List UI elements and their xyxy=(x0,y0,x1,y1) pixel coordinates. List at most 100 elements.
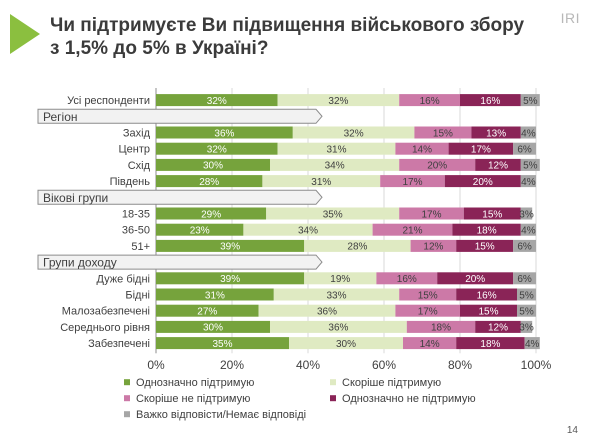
bar-segment xyxy=(399,94,460,107)
data-label: 28% xyxy=(199,177,219,188)
category-label: Дуже бідні xyxy=(96,273,150,285)
data-label: 31% xyxy=(326,145,346,156)
bar-segment xyxy=(372,223,453,236)
data-label: 18% xyxy=(431,323,451,334)
x-tick-label: 80% xyxy=(448,358,472,372)
bar-segment xyxy=(156,223,244,236)
bar-segment xyxy=(304,239,411,252)
bar-segment xyxy=(277,94,400,107)
data-label: 32% xyxy=(328,96,348,107)
bar-segment xyxy=(448,142,514,155)
group-header xyxy=(37,254,323,270)
data-label: 3% xyxy=(519,209,534,220)
data-label: 6% xyxy=(517,145,532,156)
data-label: 30% xyxy=(203,323,223,334)
bar-segment xyxy=(460,304,517,317)
data-label: 34% xyxy=(298,226,318,237)
data-label: 34% xyxy=(325,161,345,172)
data-label: 16% xyxy=(420,96,440,107)
bar-segment xyxy=(266,207,400,220)
bar-segment xyxy=(395,142,449,155)
bar-segment xyxy=(475,158,521,171)
data-label: 35% xyxy=(323,209,343,220)
data-label: 5% xyxy=(523,161,538,172)
bar-segment xyxy=(289,337,403,350)
data-label: 20% xyxy=(473,177,493,188)
bar-segment xyxy=(156,304,259,317)
data-label: 17% xyxy=(418,307,438,318)
bar-segment xyxy=(520,207,533,220)
category-label: Схід xyxy=(128,160,151,172)
data-label: 4% xyxy=(521,177,536,188)
bar-segment xyxy=(262,175,381,188)
bar-segment xyxy=(444,175,521,188)
bar-segment xyxy=(380,175,445,188)
bar-segment xyxy=(292,126,415,139)
data-label: 19% xyxy=(330,274,350,285)
bar-segment xyxy=(156,272,305,285)
data-label: 36% xyxy=(328,323,348,334)
category-label: Забезпечені xyxy=(88,338,150,350)
group-header xyxy=(37,108,323,124)
data-label: 18% xyxy=(480,339,500,350)
bar-segment xyxy=(452,223,521,236)
data-label: 32% xyxy=(344,128,364,139)
legend-swatch xyxy=(330,379,336,386)
data-label: 29% xyxy=(201,209,221,220)
data-label: 12% xyxy=(488,323,508,334)
data-label: 4% xyxy=(525,339,540,350)
bar-segment xyxy=(258,304,396,317)
data-label: 15% xyxy=(482,209,502,220)
data-label: 4% xyxy=(521,226,536,237)
bar-segment xyxy=(520,158,540,171)
bar-segment xyxy=(517,288,536,301)
brand-logo: IRI xyxy=(560,10,580,26)
bar-segment xyxy=(520,320,533,333)
data-label: 12% xyxy=(488,161,508,172)
legend-swatch xyxy=(124,411,130,418)
data-label: 20% xyxy=(465,274,485,285)
group-header-label: Регіон xyxy=(43,110,78,124)
legend-swatch xyxy=(124,395,130,402)
data-label: 15% xyxy=(475,242,495,253)
data-label: 20% xyxy=(427,161,447,172)
data-label: 4% xyxy=(521,128,536,139)
bar-segment xyxy=(156,239,305,252)
category-label: Центр xyxy=(119,144,151,156)
bar-segment xyxy=(156,207,267,220)
bar-segment xyxy=(156,320,270,333)
bar-segment xyxy=(513,272,536,285)
data-label: 17% xyxy=(402,177,422,188)
bar-segment xyxy=(517,304,536,317)
legend-swatch xyxy=(330,395,336,402)
bar-segment xyxy=(520,223,536,236)
legend-label: Однозначно не підтримую xyxy=(342,393,476,405)
bar-segment xyxy=(156,288,274,301)
bar-segment xyxy=(399,288,457,301)
bar-segment xyxy=(156,142,278,155)
category-label: Малозабезпечені xyxy=(62,306,150,318)
bar-segment xyxy=(277,142,396,155)
category-label: 18-35 xyxy=(122,209,150,221)
data-label: 39% xyxy=(220,274,240,285)
slide-title: Чи підтримуєте Ви підвищення військового… xyxy=(50,15,525,59)
data-label: 5% xyxy=(519,290,534,301)
legend-label: Скоріше підтримую xyxy=(342,377,441,389)
bar-segment xyxy=(270,158,400,171)
bar-segment xyxy=(243,223,373,236)
bar-segment xyxy=(156,337,289,350)
bar-segment xyxy=(273,288,400,301)
data-label: 15% xyxy=(478,307,498,318)
data-label: 5% xyxy=(519,307,534,318)
bar-segment xyxy=(475,320,521,333)
x-tick-label: 60% xyxy=(372,358,396,372)
category-label: 36-50 xyxy=(122,225,150,237)
category-label: Усі респонденти xyxy=(67,95,150,107)
bar-segment xyxy=(304,272,377,285)
bar-segment xyxy=(520,126,536,139)
data-label: 12% xyxy=(423,242,443,253)
bar-segment xyxy=(463,207,521,220)
data-label: 16% xyxy=(397,274,417,285)
data-label: 18% xyxy=(477,226,497,237)
